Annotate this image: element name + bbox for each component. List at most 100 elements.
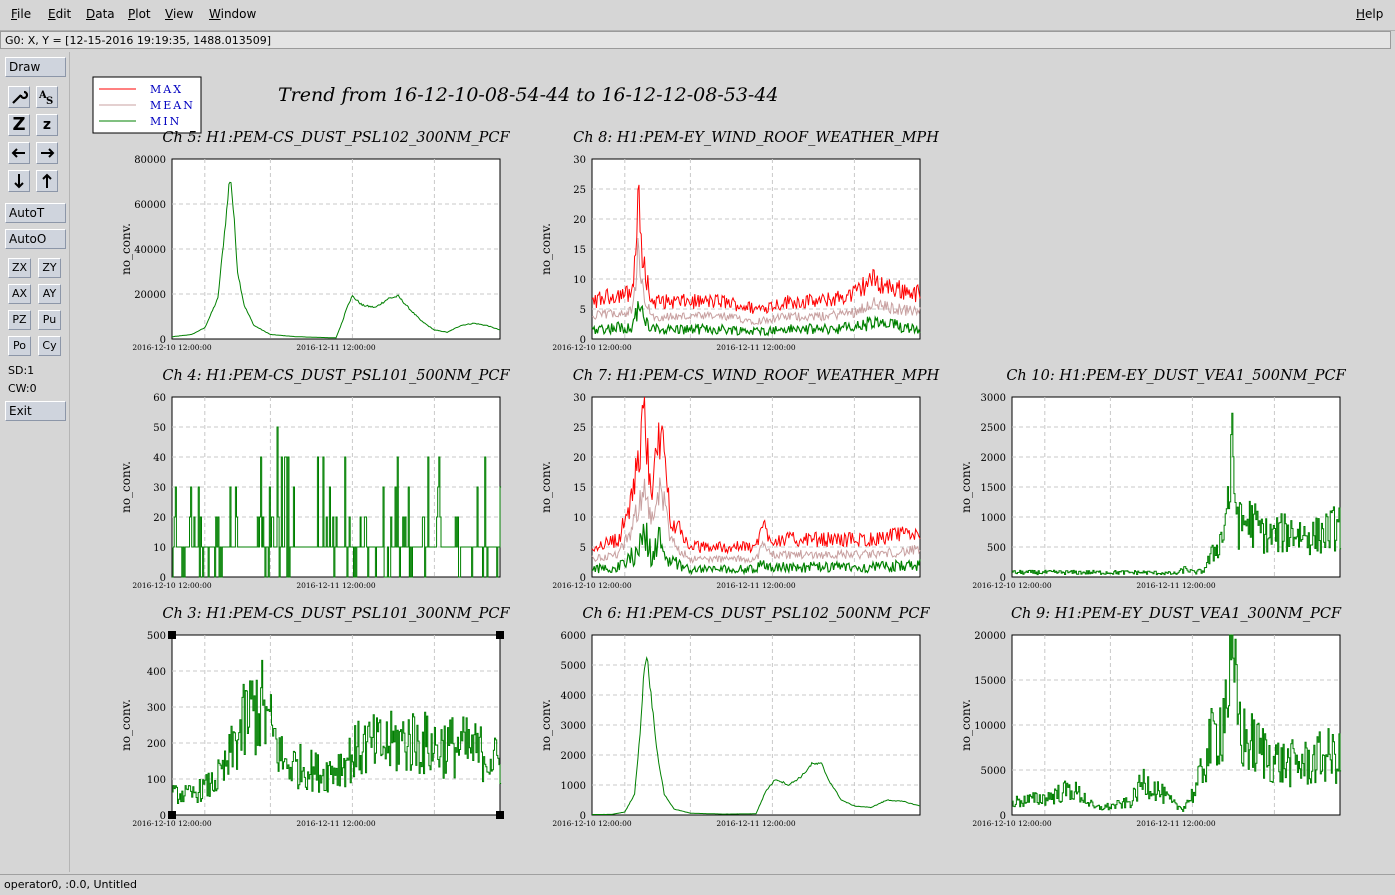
chart-ch4[interactable]: Ch 4: H1:PEM-CS_DUST_PSL101_500NM_PCF 0 10… — [119, 368, 511, 590]
x-tick-label: 2016-12-11 12:00:00 — [296, 581, 376, 590]
y-tick-label: 6000 — [561, 631, 586, 642]
chart-title: Ch 8: H1:PEM-EY_WIND_ROOF_WEATHER_MPH — [573, 130, 939, 146]
chart-ch3[interactable]: Ch 3: H1:PEM-CS_DUST_PSL101_300NM_PCF 0 10… — [119, 606, 511, 828]
y-tick-label: 1000 — [561, 781, 586, 792]
y-tick-label: 5 — [580, 305, 586, 316]
y-tick-label: 0 — [160, 335, 166, 346]
draw-button[interactable]: Draw — [5, 57, 66, 77]
ax-button[interactable]: AX — [8, 284, 31, 304]
y-tick-label: 30 — [573, 393, 586, 404]
up-arrow-icon[interactable] — [36, 170, 58, 192]
y-tick-label: 60 — [153, 393, 166, 404]
wrench-icon-glyph — [12, 90, 29, 104]
y-tick-label: 15 — [573, 483, 586, 494]
exit-button[interactable]: Exit — [5, 401, 66, 421]
menu-bar: File Edit Data Plot View Window Help — [0, 0, 1395, 31]
cw-label: CW:0 — [8, 382, 37, 395]
selection-handle[interactable] — [496, 811, 504, 819]
plot-canvas[interactable]: MAX MEAN MIN Trend from 16-12-10-08-54-44 … — [70, 52, 1395, 874]
chart-title: Ch 3: H1:PEM-CS_DUST_PSL101_300NM_PCF — [162, 606, 510, 622]
series-trace — [172, 181, 501, 339]
x-tick-label: 2016-12-11 12:00:00 — [296, 819, 376, 828]
pz-button[interactable]: PZ — [8, 310, 31, 330]
y-tick-label: 15000 — [974, 676, 1006, 687]
menu-data[interactable]: Data — [86, 7, 115, 21]
legend-label-mean: MEAN — [150, 99, 195, 112]
series-trace — [591, 656, 921, 816]
y-tick-label: 0 — [580, 573, 586, 584]
zy-button[interactable]: ZY — [38, 258, 61, 278]
plots-svg[interactable]: MAX MEAN MIN Trend from 16-12-10-08-54-44 … — [70, 52, 1395, 874]
y-tick-label: 2000 — [561, 751, 586, 762]
chart-title: Ch 9: H1:PEM-EY_DUST_VEA1_300NM_PCF — [1011, 606, 1342, 622]
y-tick-label: 80000 — [134, 155, 166, 166]
series-min — [591, 522, 921, 576]
chart-ch8[interactable]: Ch 8: H1:PEM-EY_WIND_ROOF_WEATHER_MPH 0 5 1… — [539, 130, 939, 352]
y-tick-label: 20000 — [134, 290, 166, 301]
menu-help[interactable]: Help — [1356, 7, 1384, 21]
menu-edit[interactable]: Edit — [48, 7, 72, 21]
y-tick-label: 5000 — [561, 661, 586, 672]
text-style-icon-glyph: AS — [38, 90, 53, 107]
legend-label-min: MIN — [150, 115, 181, 128]
chart-ch5[interactable]: Ch 5: H1:PEM-CS_DUST_PSL102_300NM_PCF 0 20… — [119, 130, 511, 352]
legend-label-max: MAX — [150, 83, 183, 96]
menu-window[interactable]: Window — [209, 7, 257, 21]
series-mean — [591, 237, 921, 326]
zx-button[interactable]: ZX — [8, 258, 31, 278]
right-arrow-icon[interactable] — [36, 142, 58, 164]
up-arrow-glyph — [42, 173, 52, 188]
selection-handle[interactable] — [496, 631, 504, 639]
pu-button[interactable]: Pu — [38, 310, 61, 330]
y-tick-label: 20 — [573, 215, 586, 226]
menu-view[interactable]: View — [165, 7, 194, 21]
chart-ch7[interactable]: Ch 7: H1:PEM-CS_WIND_ROOF_WEATHER_MPH 0 5 1… — [539, 368, 940, 590]
chart-title: Ch 5: H1:PEM-CS_DUST_PSL102_300NM_PCF — [162, 130, 510, 146]
selection-handle[interactable] — [168, 631, 176, 639]
y-tick-label: 20 — [153, 513, 166, 524]
y-tick-label: 500 — [147, 631, 166, 642]
legend: MAX MEAN MIN — [92, 76, 202, 134]
y-tick-label: 10 — [573, 275, 586, 286]
zoom-in-button[interactable]: Z — [8, 114, 30, 136]
x-tick-label: 2016-12-11 12:00:00 — [716, 343, 796, 352]
y-tick-label: 5000 — [981, 766, 1006, 777]
chart-ch9[interactable]: Ch 9: H1:PEM-EY_DUST_VEA1_300NM_PCF 0 5000… — [959, 606, 1342, 828]
left-arrow-icon[interactable] — [8, 142, 30, 164]
selection-handle[interactable] — [168, 811, 176, 819]
series-trace — [1012, 412, 1342, 576]
series-mean — [591, 477, 921, 565]
x-tick-label: 2016-12-10 12:00:00 — [972, 581, 1052, 590]
y-tick-label: 0 — [1000, 811, 1006, 822]
y-tick-label: 1000 — [981, 513, 1006, 524]
chart-frame — [171, 634, 501, 816]
wrench-icon[interactable] — [8, 86, 30, 108]
autot-button[interactable]: AutoT — [5, 203, 66, 223]
chart-ch6[interactable]: Ch 6: H1:PEM-CS_DUST_PSL102_500NM_PCF 0 10… — [539, 606, 931, 828]
po-button[interactable]: Po — [8, 336, 31, 356]
cy-button[interactable]: Cy — [38, 336, 61, 356]
y-axis-label: no_conv. — [959, 461, 973, 513]
zoom-out-button[interactable]: z — [36, 114, 58, 136]
menu-plot[interactable]: Plot — [128, 7, 151, 21]
chart-ch10[interactable]: Ch 10: H1:PEM-EY_DUST_VEA1_500NM_PCF 0 500… — [959, 368, 1347, 590]
down-arrow-icon[interactable] — [8, 170, 30, 192]
y-tick-label: 1500 — [981, 483, 1006, 494]
y-tick-label: 200 — [147, 739, 166, 750]
status-bar: operator0, :0.0, Untitled — [0, 874, 1395, 895]
x-tick-label: 2016-12-10 12:00:00 — [552, 343, 632, 352]
x-tick-label: 2016-12-11 12:00:00 — [1136, 819, 1216, 828]
ay-button[interactable]: AY — [38, 284, 61, 304]
x-tick-label: 2016-12-11 12:00:00 — [1136, 581, 1216, 590]
y-axis-label: no_conv. — [959, 699, 973, 751]
series-trace — [172, 426, 502, 578]
x-tick-label: 2016-12-11 12:00:00 — [716, 819, 796, 828]
y-axis-label: no_conv. — [539, 223, 553, 275]
down-arrow-glyph — [14, 174, 24, 189]
autoo-button[interactable]: AutoO — [5, 229, 66, 249]
y-tick-label: 60000 — [134, 200, 166, 211]
menu-file[interactable]: File — [11, 7, 32, 21]
coordinate-readout: G0: X, Y = [12-15-2016 19:19:35, 1488.01… — [0, 31, 1391, 49]
